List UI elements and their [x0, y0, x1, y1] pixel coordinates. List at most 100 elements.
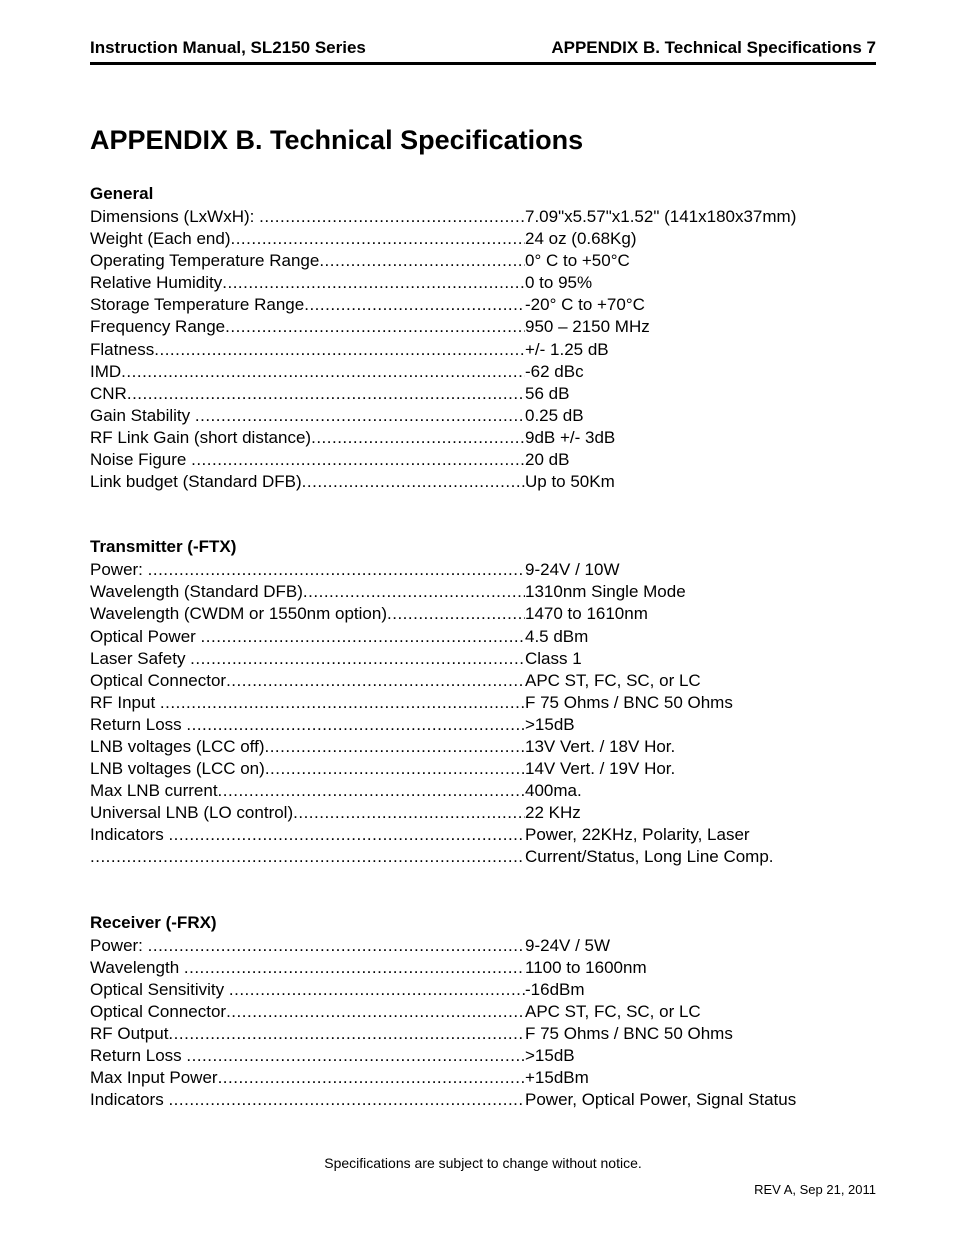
spec-row: Power: 9-24V / 5W [90, 935, 876, 957]
spec-row: Operating Temperature Range 0° C to +50°C [90, 250, 876, 272]
spec-label: Wavelength (CWDM or 1550nm option) [90, 603, 525, 625]
spec-row: Relative Humidity0 to 95% [90, 272, 876, 294]
spec-label: Power: [90, 559, 525, 581]
spec-label-text: Storage Temperature Range [90, 295, 304, 314]
spec-row: Optical Power 4.5 dBm [90, 626, 876, 648]
spec-label [90, 846, 525, 868]
spec-label-text: Noise Figure [90, 450, 191, 469]
spec-row: Power: 9-24V / 10W [90, 559, 876, 581]
spec-label-text: Wavelength (Standard DFB) [90, 582, 303, 601]
spec-value: 13V Vert. / 18V Hor. [525, 736, 876, 758]
spec-value: 1100 to 1600nm [525, 957, 876, 979]
spec-label: IMD [90, 361, 525, 383]
spec-row: Gain Stability 0.25 dB [90, 405, 876, 427]
spec-label-text: Flatness [90, 340, 154, 359]
spec-value: 9dB +/- 3dB [525, 427, 876, 449]
spec-label-text: Power: [90, 560, 148, 579]
spec-label: Wavelength [90, 957, 525, 979]
spec-value: 0 to 95% [525, 272, 876, 294]
spec-row: Storage Temperature Range -20° C to +70°C [90, 294, 876, 316]
spec-label-text: RF Link Gain (short distance) [90, 428, 311, 447]
spec-value: 7.09"x5.57"x1.52" (141x180x37mm) [525, 206, 876, 228]
spec-row: LNB voltages (LCC on)14V Vert. / 19V Hor… [90, 758, 876, 780]
spec-value: >15dB [525, 714, 876, 736]
spec-label-text: CNR [90, 384, 127, 403]
spec-label: Flatness [90, 339, 525, 361]
spec-label-text: Optical Power [90, 627, 201, 646]
sections-container: GeneralDimensions (LxWxH): 7.09"x5.57"x1… [90, 184, 876, 1111]
spec-label-text: Indicators [90, 1090, 168, 1109]
spec-value: 14V Vert. / 19V Hor. [525, 758, 876, 780]
spec-row: Indicators Power, Optical Power, Signal … [90, 1089, 876, 1111]
spec-label-text: RF Input [90, 693, 160, 712]
spec-value: F 75 Ohms / BNC 50 Ohms [525, 692, 876, 714]
spec-row: Return Loss >15dB [90, 1045, 876, 1067]
spec-value: >15dB [525, 1045, 876, 1067]
spec-value: 0° C to +50°C [525, 250, 876, 272]
spec-label-text: Optical Sensitivity [90, 980, 229, 999]
spec-row: Return Loss >15dB [90, 714, 876, 736]
spec-value: F 75 Ohms / BNC 50 Ohms [525, 1023, 876, 1045]
spec-row: Optical ConnectorAPC ST, FC, SC, or LC [90, 670, 876, 692]
spec-row: Current/Status, Long Line Comp. [90, 846, 876, 868]
spec-label: Optical Power [90, 626, 525, 648]
spec-label-text: Universal LNB (LO control) [90, 803, 293, 822]
spec-value: -62 dBc [525, 361, 876, 383]
spec-row: Dimensions (LxWxH): 7.09"x5.57"x1.52" (1… [90, 206, 876, 228]
spec-label: Operating Temperature Range [90, 250, 525, 272]
spec-row: Flatness +/- 1.25 dB [90, 339, 876, 361]
spec-row: Link budget (Standard DFB)Up to 50Km [90, 471, 876, 493]
spec-label-text: Optical Connector [90, 1002, 226, 1021]
header-left: Instruction Manual, SL2150 Series [90, 38, 366, 58]
spec-label-text: Dimensions (LxWxH): [90, 207, 259, 226]
spec-label: Optical Sensitivity [90, 979, 525, 1001]
spec-value: Power, Optical Power, Signal Status [525, 1089, 876, 1111]
spec-label: Wavelength (Standard DFB) [90, 581, 525, 603]
spec-value: 9-24V / 5W [525, 935, 876, 957]
spec-row: RF Output F 75 Ohms / BNC 50 Ohms [90, 1023, 876, 1045]
spec-label: Laser Safety [90, 648, 525, 670]
spec-row: Universal LNB (LO control) 22 KHz [90, 802, 876, 824]
spec-label: Optical Connector [90, 670, 525, 692]
spec-label-text: Return Loss [90, 715, 186, 734]
page-title: APPENDIX B. Technical Specifications [90, 125, 876, 156]
spec-value: +/- 1.25 dB [525, 339, 876, 361]
page: Instruction Manual, SL2150 Series APPEND… [0, 0, 954, 1235]
spec-row: Wavelength (CWDM or 1550nm option)1470 t… [90, 603, 876, 625]
spec-label-text: LNB voltages (LCC off) [90, 737, 264, 756]
spec-label: Universal LNB (LO control) [90, 802, 525, 824]
spec-label: Link budget (Standard DFB) [90, 471, 525, 493]
spec-label-text: Power: [90, 936, 148, 955]
spec-label: Gain Stability [90, 405, 525, 427]
spec-label: Indicators [90, 824, 525, 846]
spec-label-text: Frequency Range [90, 317, 225, 336]
spec-row: Optical Connector APC ST, FC, SC, or LC [90, 1001, 876, 1023]
spec-section: GeneralDimensions (LxWxH): 7.09"x5.57"x1… [90, 184, 876, 493]
spec-label: Indicators [90, 1089, 525, 1111]
spec-value: 22 KHz [525, 802, 876, 824]
spec-value: +15dBm [525, 1067, 876, 1089]
spec-value: 1310nm Single Mode [525, 581, 876, 603]
spec-label-text: Weight (Each end) [90, 229, 230, 248]
section-heading: General [90, 184, 876, 204]
revision-text: REV A, Sep 21, 2011 [754, 1182, 876, 1197]
spec-label-text: IMD [90, 362, 121, 381]
spec-label-text: Wavelength (CWDM or 1550nm option) [90, 604, 387, 623]
spec-label: Noise Figure [90, 449, 525, 471]
spec-row: Noise Figure 20 dB [90, 449, 876, 471]
spec-row: Max Input Power+15dBm [90, 1067, 876, 1089]
footnote: Specifications are subject to change wit… [90, 1155, 876, 1171]
spec-label: RF Output [90, 1023, 525, 1045]
spec-label: Max Input Power [90, 1067, 525, 1089]
spec-value: APC ST, FC, SC, or LC [525, 1001, 876, 1023]
spec-label-text: Operating Temperature Range [90, 251, 319, 270]
spec-label: Storage Temperature Range [90, 294, 525, 316]
spec-label: RF Input [90, 692, 525, 714]
spec-label: RF Link Gain (short distance) [90, 427, 525, 449]
spec-row: Laser Safety Class 1 [90, 648, 876, 670]
spec-label: LNB voltages (LCC on) [90, 758, 525, 780]
spec-value: -20° C to +70°C [525, 294, 876, 316]
spec-label-text: RF Output [90, 1024, 168, 1043]
spec-section: Receiver (-FRX)Power: 9-24V / 5WWaveleng… [90, 913, 876, 1112]
spec-value: Up to 50Km [525, 471, 876, 493]
